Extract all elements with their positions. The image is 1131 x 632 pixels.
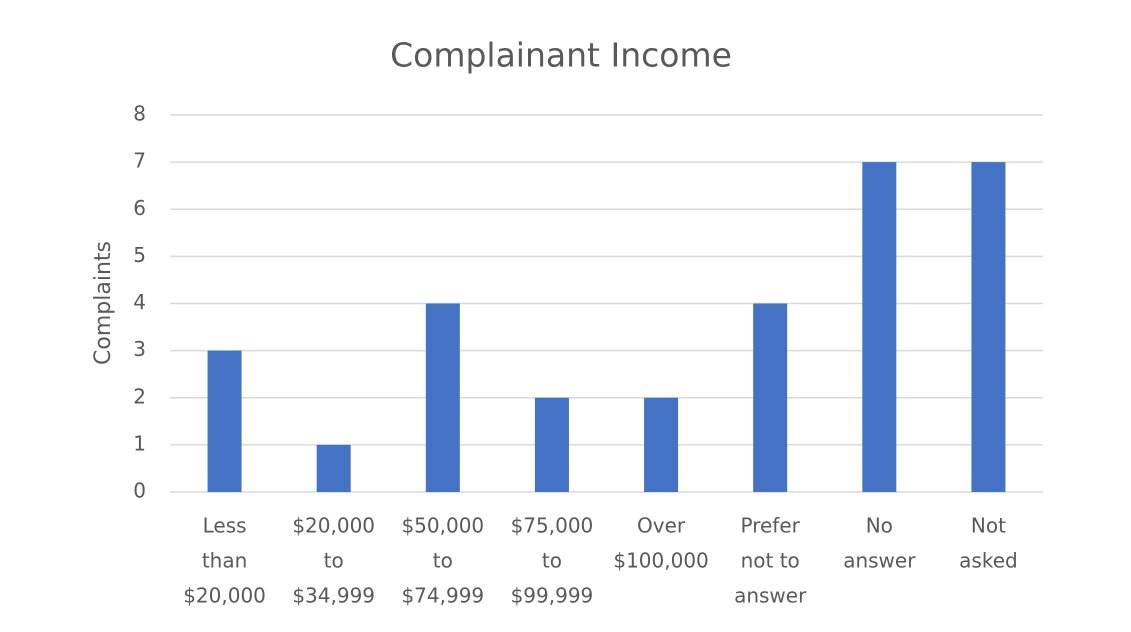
x-tick-label: answer (734, 584, 807, 608)
y-axis-label: Complaints (91, 241, 116, 365)
x-tick-label: to (542, 549, 562, 573)
x-tick-label: $20,000 (183, 584, 266, 608)
y-tick-label: 7 (133, 149, 146, 173)
y-tick-label: 8 (133, 102, 146, 126)
bar (534, 397, 569, 492)
x-tick-label: Prefer (741, 514, 801, 538)
x-tick-label: Less (203, 514, 247, 538)
x-tick-label: than (202, 549, 247, 573)
x-tick-label: $34,999 (292, 584, 375, 608)
x-tick-label: Not (971, 514, 1006, 538)
bar (971, 162, 1006, 492)
bar (862, 162, 897, 492)
y-tick-label: 5 (133, 243, 146, 267)
bar (207, 350, 242, 492)
y-tick-label: 4 (133, 290, 146, 314)
bar (753, 303, 788, 492)
bar (316, 444, 351, 492)
y-tick-label: 3 (133, 337, 146, 361)
x-tick-label: Over (637, 514, 686, 538)
x-tick-label: $74,999 (401, 584, 484, 608)
chart-title: Complainant Income (390, 36, 732, 75)
x-tick-label: asked (959, 549, 1018, 573)
x-tick-label: $99,999 (511, 584, 594, 608)
x-tick-label: not to (741, 549, 800, 573)
x-tick-label: answer (843, 549, 916, 573)
y-tick-label: 2 (133, 384, 146, 408)
x-tick-label: to (433, 549, 453, 573)
x-tick-label: $50,000 (401, 514, 484, 538)
x-tick-label: No (866, 514, 893, 538)
y-tick-label: 1 (133, 431, 146, 455)
x-tick-label: $20,000 (292, 514, 375, 538)
x-tick-label: $100,000 (613, 549, 708, 573)
y-tick-label: 0 (133, 479, 146, 503)
bar (644, 397, 679, 492)
x-tick-label: $75,000 (511, 514, 594, 538)
y-tick-label: 6 (133, 196, 146, 220)
x-tick-label: to (324, 549, 344, 573)
bar (425, 303, 460, 492)
